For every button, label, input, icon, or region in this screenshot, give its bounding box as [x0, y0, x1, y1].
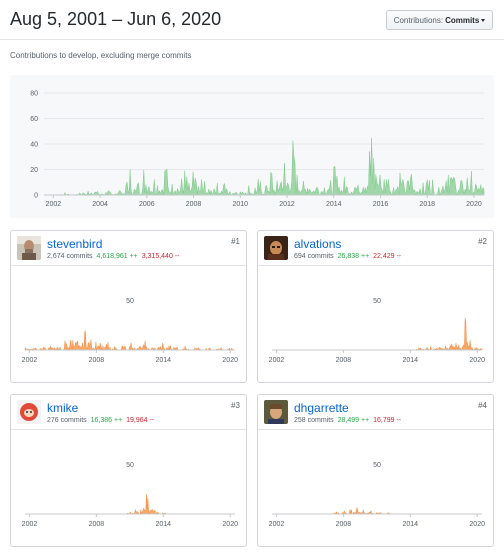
main-chart-svg: 0 20 40 60 80 2002 2004 2006 2008 2010 2012 2014 201…	[30, 91, 485, 208]
contributor-username[interactable]: kmike	[47, 401, 79, 415]
page-title: Aug 5, 2001 – Jun 6, 2020	[10, 9, 222, 29]
contributor-area-series	[272, 507, 482, 515]
x-tick-label: 2014	[326, 201, 342, 208]
x-tick-label: 2020	[222, 357, 238, 364]
x-tick-label: 2014	[156, 521, 172, 528]
contributor-rank: #4	[478, 401, 487, 410]
contributor-card-header: stevenbird #1 2,674 commits 4,618,961 ++…	[11, 231, 246, 266]
x-tick-label: 2004	[92, 201, 108, 208]
x-tick-label: 2016	[373, 201, 389, 208]
x-tick-label: 2002	[22, 521, 38, 528]
additions-count: 28,499 ++	[337, 417, 370, 424]
contributor-stats: 2,674 commits 4,618,961 ++ 3,315,440 --	[47, 253, 179, 260]
x-tick-label: 2008	[89, 521, 105, 528]
main-contributions-chart[interactable]: 0 20 40 60 80 2002 2004 2006 2008 2010 2012 2014 201…	[10, 75, 494, 218]
x-tick-label: 2010	[232, 201, 248, 208]
main-area-series	[43, 137, 485, 196]
y-tick-label: 60	[30, 116, 38, 123]
deletions-count: 3,315,440 --	[141, 253, 180, 260]
deletions-count: 16,799 --	[373, 417, 402, 424]
x-tick-label: 2014	[403, 357, 419, 364]
y-tick-label: 40	[30, 142, 38, 149]
additions-count: 16,386 ++	[90, 417, 123, 424]
x-tick-label: 2014	[403, 521, 419, 528]
x-tick-label: 2008	[186, 201, 202, 208]
avatar[interactable]	[264, 236, 288, 260]
contributor-rank: #3	[231, 401, 240, 410]
y-tick-label: 50	[126, 298, 134, 305]
avatar[interactable]	[264, 400, 288, 424]
contributor-stats: 276 commits 16,386 ++ 19,964 --	[47, 417, 154, 424]
avatar[interactable]	[17, 236, 41, 260]
contributor-card: stevenbird #1 2,674 commits 4,618,961 ++…	[10, 230, 247, 383]
additions-count: 26,838 ++	[337, 253, 370, 260]
contributor-chart: 50 2002 2008 2014 2020	[269, 462, 485, 528]
x-tick-label: 2020	[469, 521, 485, 528]
y-tick-label: 80	[30, 91, 38, 98]
contributor-chart: 50 2002 2008 2014 2020	[22, 462, 238, 528]
y-tick-label: 0	[34, 193, 38, 200]
x-tick-label: 2014	[156, 357, 172, 364]
x-tick-label: 2020	[469, 357, 485, 364]
contributor-username[interactable]: dhgarrette	[294, 401, 349, 415]
y-tick-label: 50	[373, 298, 381, 305]
x-tick-label: 2018	[419, 201, 435, 208]
x-tick-label: 2002	[46, 201, 62, 208]
x-tick-label: 2006	[139, 201, 155, 208]
x-tick-label: 2020	[222, 521, 238, 528]
contributor-username[interactable]: stevenbird	[47, 237, 103, 251]
deletions-count: 19,964 --	[126, 417, 155, 424]
contributor-stats: 258 commits 28,499 ++ 16,799 --	[294, 417, 401, 424]
commit-count[interactable]: 2,674 commits	[47, 253, 93, 260]
x-tick-label: 2008	[89, 357, 105, 364]
y-tick-label: 20	[30, 167, 38, 174]
x-tick-label: 2020	[466, 201, 482, 208]
commit-count[interactable]: 694 commits	[294, 253, 334, 260]
contributor-card: dhgarrette #4 258 commits 28,499 ++ 16,7…	[257, 394, 494, 547]
contributor-card-header: kmike #3 276 commits 16,386 ++ 19,964 --	[11, 395, 246, 430]
commit-count[interactable]: 276 commits	[47, 417, 87, 424]
contributor-card-header: alvations #2 694 commits 26,838 ++ 22,42…	[258, 231, 493, 266]
contributions-value: Commits	[445, 15, 480, 25]
contributor-area-series	[272, 317, 483, 351]
contributor-card: alvations #2 694 commits 26,838 ++ 22,42…	[257, 230, 494, 383]
contributor-rank: #1	[231, 237, 240, 246]
deletions-count: 22,429 --	[373, 253, 402, 260]
x-tick-label: 2012	[279, 201, 295, 208]
contributor-chart: 50 2002 2008 2014 2020	[22, 298, 238, 364]
contributor-area-series	[24, 329, 235, 351]
page-header: Aug 5, 2001 – Jun 6, 2020 Contributions:…	[0, 0, 504, 40]
chevron-down-icon	[481, 19, 486, 22]
contributor-stats: 694 commits 26,838 ++ 22,429 --	[294, 253, 401, 260]
y-tick-label: 50	[373, 462, 381, 469]
contributor-rank: #2	[478, 237, 487, 246]
x-tick-label: 2002	[22, 357, 38, 364]
y-tick-label: 50	[126, 462, 134, 469]
contributor-card: kmike #3 276 commits 16,386 ++ 19,964 --…	[10, 394, 247, 547]
contributor-area-series	[25, 494, 235, 515]
contributions-dropdown-button[interactable]: Contributions: Commits	[386, 10, 493, 30]
contributor-username[interactable]: alvations	[294, 237, 342, 251]
chart-subtitle: Contributions to develop, excluding merg…	[10, 51, 192, 60]
contributor-chart: 50 2002 2008 2014 2020	[269, 298, 485, 364]
x-tick-label: 2002	[269, 521, 285, 528]
additions-count: 4,618,961 ++	[96, 253, 138, 260]
contributor-card-header: dhgarrette #4 258 commits 28,499 ++ 16,7…	[258, 395, 493, 430]
x-tick-label: 2008	[336, 521, 352, 528]
avatar[interactable]	[17, 400, 41, 424]
contributions-label: Contributions:	[393, 15, 444, 25]
x-tick-label: 2008	[336, 357, 352, 364]
x-tick-label: 2002	[269, 357, 285, 364]
commit-count[interactable]: 258 commits	[294, 417, 334, 424]
